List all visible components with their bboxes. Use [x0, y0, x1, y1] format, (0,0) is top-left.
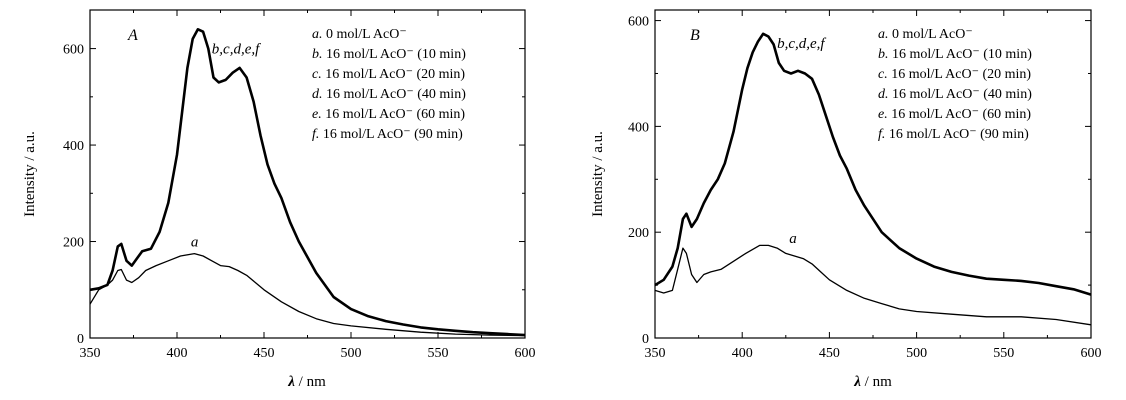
- panel-label-b: B: [690, 27, 700, 44]
- legend-text: 0 mol/L AcO⁻: [892, 27, 973, 42]
- legend-a: a. 0 mol/L AcO⁻b. 16 mol/L AcO⁻ (10 min)…: [312, 27, 466, 142]
- annotation-b-to-f-a: b,c,d,e,f: [212, 41, 261, 57]
- legend-text: 16 mol/L AcO⁻ (90 min): [323, 127, 463, 142]
- x-axis-symbol-a: λ: [287, 374, 295, 390]
- legend-letter: f.: [312, 127, 323, 142]
- legend-b: a. 0 mol/L AcO⁻b. 16 mol/L AcO⁻ (10 min)…: [878, 27, 1032, 142]
- y-tick-label-a: 400: [63, 139, 84, 154]
- x-tick-label-b: 550: [993, 346, 1014, 361]
- legend-entry-b: c. 16 mol/L AcO⁻ (20 min): [878, 67, 1031, 82]
- series-line-b-b-to-f: [654, 32, 1092, 296]
- y-axis-label-a: Intensity / a.u.: [22, 131, 38, 217]
- x-axis-symbol-b: λ: [853, 374, 861, 390]
- annotation-a-a: a: [191, 234, 199, 250]
- y-tick-label-b: 0: [642, 332, 649, 347]
- legend-text: 16 mol/L AcO⁻ (60 min): [325, 107, 465, 122]
- legend-text: 16 mol/L AcO⁻ (60 min): [891, 107, 1031, 122]
- x-axis-unit-b: / nm: [865, 374, 892, 390]
- legend-text: 0 mol/L AcO⁻: [326, 27, 407, 42]
- axes-ticks-a: 350 400 450 500 550 600 0 200 400 600: [63, 10, 536, 361]
- legend-letter: e.: [878, 107, 891, 122]
- legend-text: 16 mol/L AcO⁻ (40 min): [892, 87, 1032, 102]
- legend-entry-a: c. 16 mol/L AcO⁻ (20 min): [312, 67, 465, 82]
- axes-ticks-b: 350 400 450 500 550 600 0 200 400 600: [628, 10, 1102, 361]
- x-axis-unit-a: / nm: [299, 374, 326, 390]
- annotation-b-to-f-b: b,c,d,e,f: [777, 36, 826, 52]
- x-tick-label-b: 400: [732, 346, 753, 361]
- legend-letter: c.: [312, 67, 325, 82]
- panel-label-a: A: [127, 27, 138, 44]
- y-tick-label-a: 200: [63, 236, 84, 251]
- legend-letter: a.: [878, 27, 892, 42]
- legend-entry-a: a. 0 mol/L AcO⁻: [312, 27, 407, 42]
- x-tick-label-a: 400: [167, 346, 188, 361]
- x-axis-label-b: λ / nm: [853, 374, 892, 390]
- y-tick-label-b: 600: [628, 15, 649, 30]
- x-tick-label-b: 350: [645, 346, 666, 361]
- legend-letter: a.: [312, 27, 326, 42]
- y-axis-label-b: Intensity / a.u.: [590, 131, 606, 217]
- legend-letter: f.: [878, 127, 889, 142]
- x-tick-label-a: 600: [515, 346, 536, 361]
- legend-entry-b: b. 16 mol/L AcO⁻ (10 min): [878, 47, 1032, 62]
- legend-entry-b: e. 16 mol/L AcO⁻ (60 min): [878, 107, 1031, 122]
- legend-entry-a: f. 16 mol/L AcO⁻ (90 min): [312, 127, 463, 142]
- y-tick-label-a: 0: [77, 332, 84, 347]
- x-tick-label-a: 500: [341, 346, 362, 361]
- data-series-a: [89, 28, 526, 337]
- legend-entry-b: d. 16 mol/L AcO⁻ (40 min): [878, 87, 1032, 102]
- series-line-a-b-to-f: [89, 28, 526, 337]
- series-line-b-a: [654, 244, 1092, 326]
- legend-letter: b.: [312, 47, 326, 62]
- legend-text: 16 mol/L AcO⁻ (40 min): [326, 87, 466, 102]
- data-series-b: [654, 32, 1092, 326]
- legend-text: 16 mol/L AcO⁻ (10 min): [892, 47, 1032, 62]
- y-tick-label-b: 400: [628, 120, 649, 135]
- x-tick-label-b: 500: [906, 346, 927, 361]
- chart-panel-a: 350 400 450 500 550 600 0 200 400 600 A b,c,d,e,f…: [22, 9, 536, 390]
- chart-panel-b: 350 400 450 500 550 600 0 200 400 600 B b,c,d,e,f…: [590, 9, 1102, 390]
- legend-letter: d.: [878, 87, 892, 102]
- legend-text: 16 mol/L AcO⁻ (90 min): [889, 127, 1029, 142]
- legend-entry-b: a. 0 mol/L AcO⁻: [878, 27, 973, 42]
- legend-text: 16 mol/L AcO⁻ (10 min): [326, 47, 466, 62]
- x-tick-label-b: 600: [1081, 346, 1102, 361]
- legend-entry-a: e. 16 mol/L AcO⁻ (60 min): [312, 107, 465, 122]
- legend-letter: e.: [312, 107, 325, 122]
- legend-letter: c.: [878, 67, 891, 82]
- annotation-a-b: a: [789, 231, 797, 247]
- legend-letter: b.: [878, 47, 892, 62]
- x-tick-label-b: 450: [819, 346, 840, 361]
- x-tick-label-a: 350: [80, 346, 101, 361]
- x-axis-label-a: λ / nm: [287, 374, 326, 390]
- x-tick-label-a: 450: [254, 346, 275, 361]
- legend-letter: d.: [312, 87, 326, 102]
- legend-text: 16 mol/L AcO⁻ (20 min): [891, 67, 1031, 82]
- legend-entry-b: f. 16 mol/L AcO⁻ (90 min): [878, 127, 1029, 142]
- y-tick-label-b: 200: [628, 226, 649, 241]
- x-tick-label-a: 550: [428, 346, 449, 361]
- legend-text: 16 mol/L AcO⁻ (20 min): [325, 67, 465, 82]
- series-line-a-a: [89, 252, 526, 337]
- legend-entry-a: b. 16 mol/L AcO⁻ (10 min): [312, 47, 466, 62]
- y-tick-label-a: 600: [63, 43, 84, 58]
- legend-entry-a: d. 16 mol/L AcO⁻ (40 min): [312, 87, 466, 102]
